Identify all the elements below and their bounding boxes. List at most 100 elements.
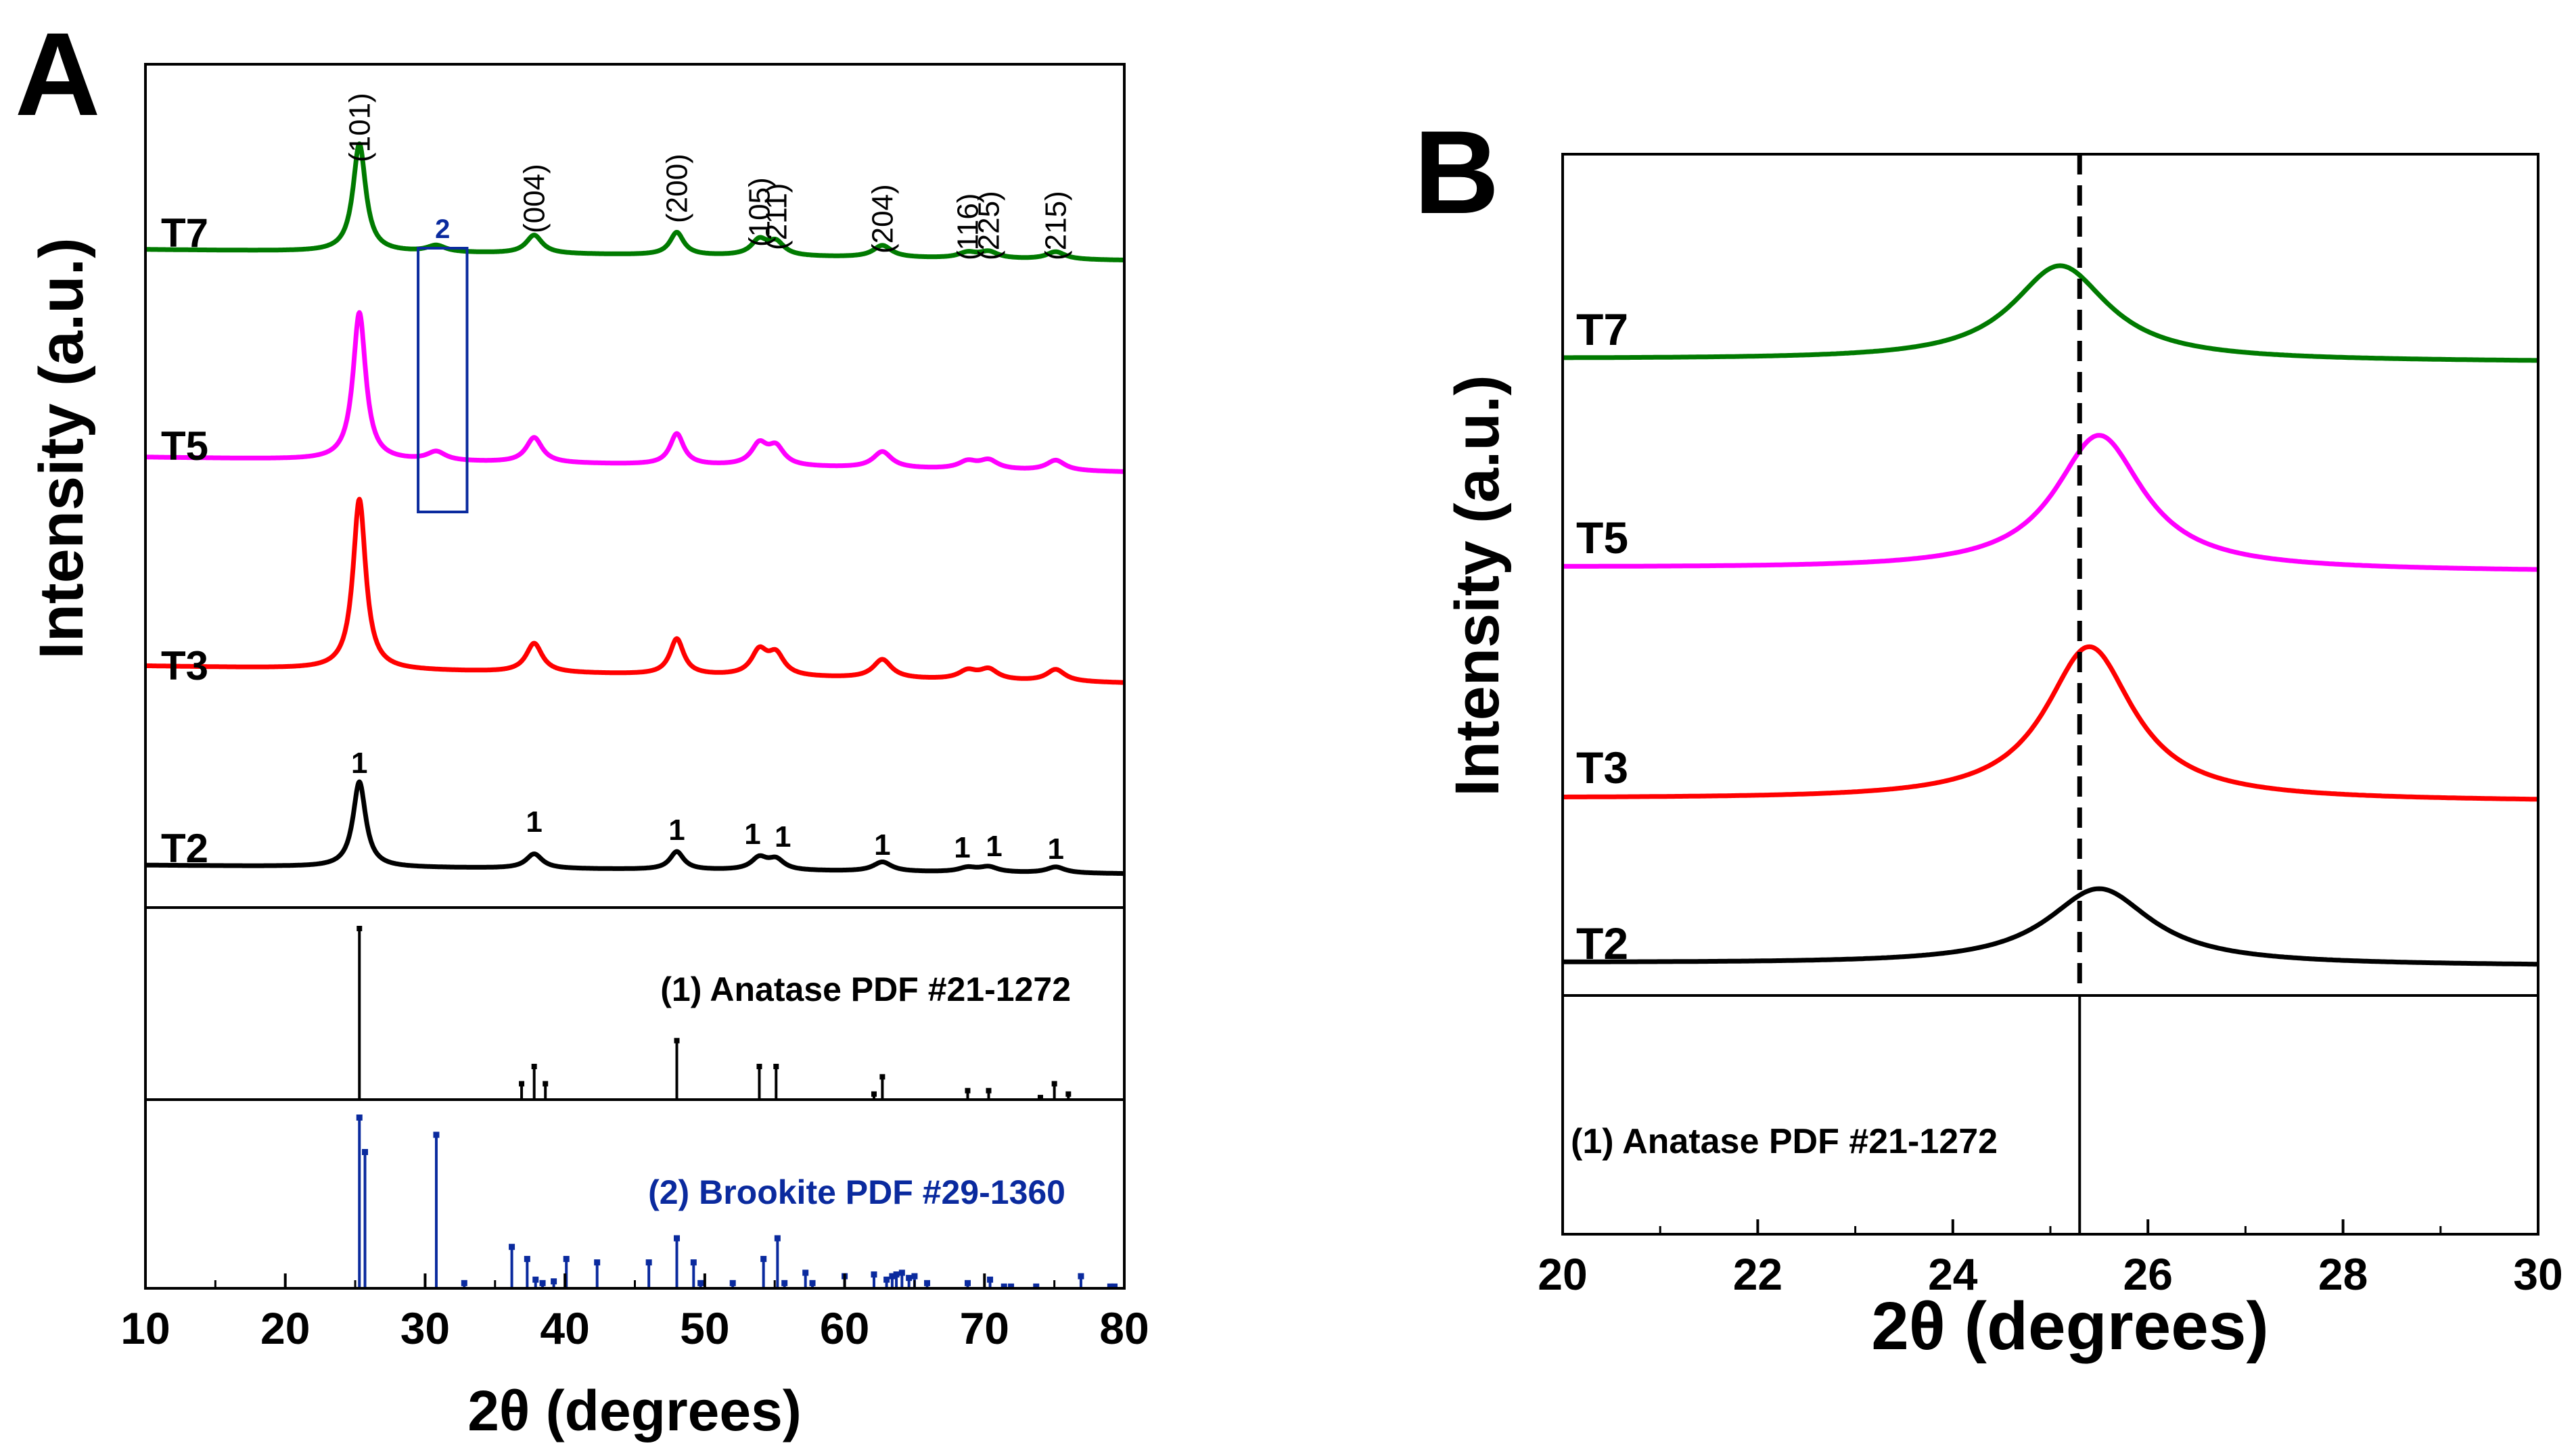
ref-2-stick-cap [539,1280,546,1286]
ref-1-stick-cap [356,926,363,931]
ref-pattern-label: (2) Brookite PDF #29-1360 [648,1173,1065,1211]
ref-2-stick-cap [889,1273,896,1280]
ref-2-stick-cap [1078,1273,1084,1280]
anatase-marker: 1 [954,831,970,864]
ref-2-stick-cap [781,1280,788,1286]
panel-a-y-axis-label: Intensity (a.u.) [27,237,96,659]
ref-2-stick-cap [509,1244,515,1250]
ref-2-stick-cap [1033,1283,1040,1290]
panel-a-x-tick-label: 10 [120,1303,170,1353]
ref-2-stick-cap [911,1273,918,1280]
ref-2-stick-cap [1008,1283,1015,1290]
ref-2-stick-cap [898,1269,905,1276]
panel-a-x-tick-label: 30 [400,1303,450,1353]
ref-2-stick-cap [524,1256,530,1263]
ref-2-stick-cap [906,1275,913,1282]
anatase-marker: 1 [351,747,367,780]
ref-2-stick-cap [871,1271,877,1278]
panel-a-x-axis-label: 2θ (degrees) [467,1379,802,1443]
ref-2-stick-cap [697,1280,704,1286]
panel-a-x-tick-label: 50 [680,1303,729,1353]
panel-b-ref-pattern-label: (1) Anatase PDF #21-1272 [1571,1122,1998,1161]
panel-a-x-tick-label: 70 [960,1303,1009,1353]
series-label-t5: T5 [161,423,208,469]
panel-b-series-label-t5: T5 [1576,513,1628,563]
panel-b-series-label-t3: T3 [1576,743,1628,793]
series-t2-curve [143,779,1126,876]
ref-2-stick-cap [802,1269,809,1276]
ref-2-stick-cap [883,1276,890,1283]
anatase-marker: 1 [874,828,890,862]
panel-b-series-t7-curve [1562,263,2539,363]
ref-2-stick-cap [729,1280,736,1286]
hkl-label: (215) [1040,191,1073,260]
ref-2-stick-cap [1001,1283,1007,1290]
hkl-label: (004) [518,164,551,233]
panel-b-x-tick-label: 30 [2513,1249,2562,1299]
brookite-highlight-box [417,247,469,513]
ref-2-stick-cap [563,1256,570,1263]
panel-a-label: A [15,9,100,141]
series-label-t2: T2 [161,826,208,871]
ref-2-stick-cap [774,1235,781,1242]
panel-b-x-tick-label: 22 [1733,1249,1782,1299]
ref-1-stick-cap [543,1081,549,1087]
series-t5-curve [143,310,1126,474]
ref-pattern-label: (1) Anatase PDF #21-1272 [660,970,1071,1008]
panel-b-series-label-t7: T7 [1576,304,1628,354]
series-label-t7: T7 [161,210,208,256]
ref-2-stick-cap [433,1131,440,1138]
hkl-label: (105) [743,177,777,247]
panel-a-x-tick-label: 20 [260,1303,310,1353]
panel-b-series-t3-curve [1562,644,2539,802]
ref-1-stick-cap [519,1081,525,1087]
ref-2-stick-cap [760,1256,767,1263]
hkl-label: (211) [760,183,793,250]
ref-1-stick-cap [531,1064,537,1069]
anatase-marker: 1 [526,805,542,839]
panel-b-series-label-t2: T2 [1576,918,1628,968]
panel-a-x-tick-label: 40 [540,1303,589,1353]
hkl-label: (200) [661,154,694,223]
ref-1-stick-cap [674,1037,680,1043]
hkl-label: (204) [866,184,899,254]
anatase-marker: 1 [775,820,791,853]
ref-2-stick-cap [461,1280,467,1286]
ref-2-stick-cap [1111,1283,1118,1290]
ref-1-stick-cap [986,1087,992,1094]
ref-2-stick-cap [356,1115,363,1121]
ref-1-stick-cap [1065,1091,1072,1097]
ref-2-stick-cap [674,1235,681,1242]
ref-1-stick-cap [965,1087,971,1094]
ref-2-stick-cap [1107,1283,1113,1290]
ref-2-stick-cap [987,1276,994,1283]
ref-2-stick-cap [594,1259,601,1266]
ref-2-stick-cap [924,1280,931,1286]
ref-1-stick-cap [1037,1094,1043,1100]
ref-2-stick-cap [690,1259,697,1266]
anatase-marker: 1 [744,818,760,851]
ref-1-stick-cap [879,1074,886,1080]
panel-b-series-t2-curve [1562,886,2539,967]
ref-1-stick-cap [871,1091,877,1097]
panel-b-series-t5-curve [1562,433,2539,572]
ref-2-stick-cap [551,1278,557,1285]
anatase-marker: 1 [986,830,1002,863]
ref-1-stick-cap [773,1064,779,1069]
ref-1-stick-cap [1051,1081,1057,1087]
panel-b: B Intensity (a.u.) (1) Anatase PDF #21-1… [1414,107,2563,1364]
anatase-marker: 1 [1047,832,1063,866]
ref-2-stick-cap [964,1280,971,1286]
ref-2-stick-cap [809,1280,816,1286]
series-label-t3: T3 [161,643,208,688]
brookite-box-label: 2 [435,214,450,244]
panel-a-x-tick-label: 60 [820,1303,869,1353]
panel-b-label: B [1414,107,1499,239]
panel-a: A Intensity (a.u.) (1) Anatase PDF #21-1… [15,9,1149,1443]
panel-b-x-tick-label: 24 [1928,1249,1978,1299]
panel-b-x-tick-label: 20 [1538,1249,1587,1299]
ref-2-stick-cap [362,1149,369,1155]
ref-1-stick-cap [756,1064,762,1069]
panel-b-y-axis-label: Intensity (a.u.) [1443,375,1512,797]
